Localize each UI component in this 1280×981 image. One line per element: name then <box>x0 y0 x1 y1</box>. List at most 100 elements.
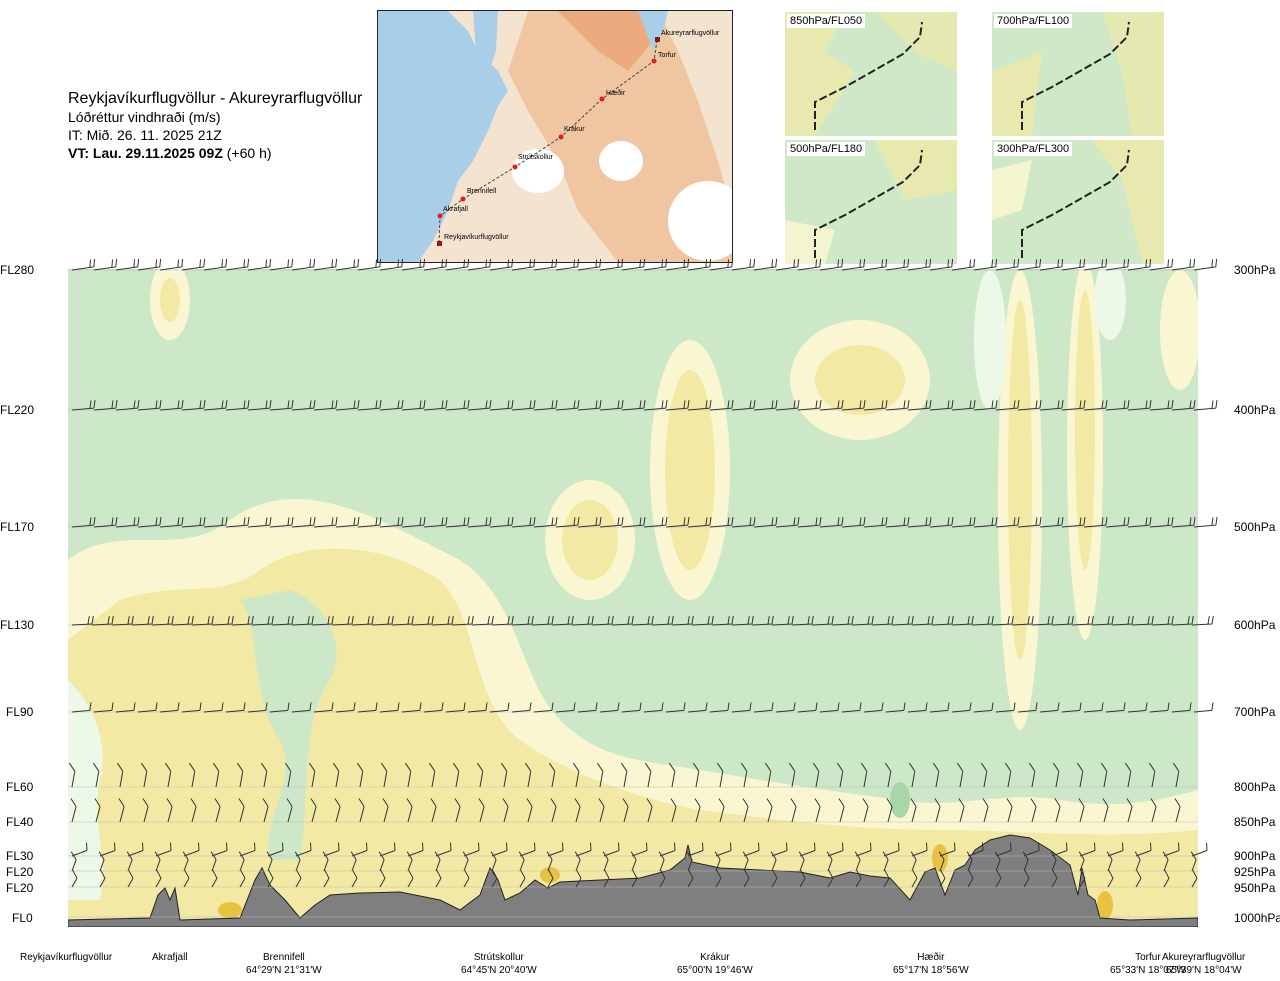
wind-barb <box>855 842 872 857</box>
wind-barb <box>225 517 250 528</box>
wind-barb <box>379 258 404 271</box>
wind-barb <box>555 702 576 713</box>
wind-barb <box>665 258 690 271</box>
wind-barb <box>1191 842 1208 857</box>
wind-barb <box>511 517 536 528</box>
wind-barb <box>491 842 508 857</box>
wind-barb <box>951 400 976 411</box>
wind-barb <box>489 517 514 528</box>
wind-barb <box>1017 517 1042 528</box>
waypoint-marker <box>460 196 466 202</box>
wind-barb <box>334 798 341 823</box>
wind-barb <box>885 517 910 528</box>
weak-up-blob <box>1160 270 1198 390</box>
wind-barb <box>995 517 1020 528</box>
wind-barb <box>155 842 172 857</box>
wind-barb <box>651 615 674 626</box>
wind-barb <box>994 851 1001 872</box>
wind-barb <box>831 615 854 626</box>
wind-barb <box>1091 615 1114 626</box>
wind-barb <box>1131 615 1154 626</box>
wind-barb <box>323 870 330 888</box>
wind-barb <box>596 762 604 788</box>
wind-barb <box>1149 258 1174 271</box>
wind-barb <box>911 842 928 857</box>
wind-barb <box>332 762 340 788</box>
wind-barb <box>70 851 77 872</box>
waypoint-label: Strútskollur <box>518 154 554 161</box>
wind-barb <box>445 400 470 411</box>
wind-barb <box>502 798 509 823</box>
strong-down-spot <box>890 782 910 818</box>
fl-label: FL170 <box>0 520 35 534</box>
wind-barb <box>291 400 316 411</box>
wind-barb <box>1135 842 1152 857</box>
wind-barb <box>775 258 800 271</box>
wind-barb <box>313 400 338 411</box>
mini-map-label: 500hPa/FL180 <box>787 142 866 156</box>
wind-barb <box>622 798 629 823</box>
wind-barb <box>665 702 686 713</box>
wind-barb <box>291 258 316 271</box>
wind-barb <box>490 851 497 872</box>
mini-map-label: 700hPa/FL100 <box>994 14 1073 28</box>
wind-barb <box>934 798 941 823</box>
wind-barb <box>770 851 777 872</box>
wind-barb <box>753 702 774 713</box>
up-blob <box>815 345 905 415</box>
location-name: Reykjavíkurflugvöllur <box>20 952 113 963</box>
mini-map-500: 500hPa/FL180 <box>785 140 957 264</box>
wind-barb <box>71 702 92 713</box>
wind-barb <box>885 258 910 271</box>
wind-barb <box>445 517 470 528</box>
wind-barb <box>838 798 845 823</box>
up-blob <box>160 278 180 322</box>
wind-barb <box>423 400 448 411</box>
wind-barb <box>247 258 272 271</box>
wind-barb <box>286 798 293 823</box>
wind-barb <box>643 258 668 271</box>
wind-barb <box>171 615 194 626</box>
waypoint-label: Hæðir <box>606 89 626 97</box>
wind-barb <box>212 762 220 788</box>
wind-barb <box>379 870 386 888</box>
wind-barb <box>827 870 834 888</box>
mini-map-svg <box>785 140 957 264</box>
wind-barb <box>1135 870 1142 888</box>
up-blob <box>1075 290 1095 570</box>
mini-map-700: 700hPa/FL100 <box>992 12 1164 136</box>
location-label: Hæðir 65°17'N 18°56'W <box>893 951 969 977</box>
wind-barb <box>247 517 272 528</box>
wind-barb <box>841 702 862 713</box>
wind-barb <box>951 517 976 528</box>
wind-barb <box>351 870 358 888</box>
wind-barb <box>731 615 754 626</box>
wind-barb <box>445 702 466 713</box>
wind-barb <box>826 851 833 872</box>
wind-barb <box>646 798 653 823</box>
wind-barb <box>1171 258 1196 271</box>
wind-barb <box>819 702 840 713</box>
wind-barbs <box>68 258 1218 888</box>
wind-barb <box>1126 798 1133 823</box>
wind-barb <box>862 798 869 823</box>
wind-barb <box>68 762 76 788</box>
wind-barb <box>1193 517 1218 528</box>
wind-barb <box>715 842 732 857</box>
wind-barb <box>1051 870 1058 888</box>
waypoint-marker <box>512 164 518 170</box>
strong-up-spot <box>932 844 948 872</box>
wind-barb <box>491 870 498 888</box>
wind-barb <box>357 702 378 713</box>
wind-barb <box>883 842 900 857</box>
wind-barb <box>995 258 1020 271</box>
route-map: Akureyrarflugvöllur Torfur Hæðir Krákur … <box>377 10 733 263</box>
wind-barb <box>598 798 605 823</box>
wind-barb <box>262 798 269 823</box>
hpa-label: 1000hPa <box>1234 911 1280 925</box>
wind-barb <box>1150 798 1157 823</box>
wind-barb <box>166 798 173 823</box>
wind-barb <box>1149 702 1170 713</box>
wind-barb <box>71 400 96 411</box>
wind-barb <box>766 798 773 823</box>
